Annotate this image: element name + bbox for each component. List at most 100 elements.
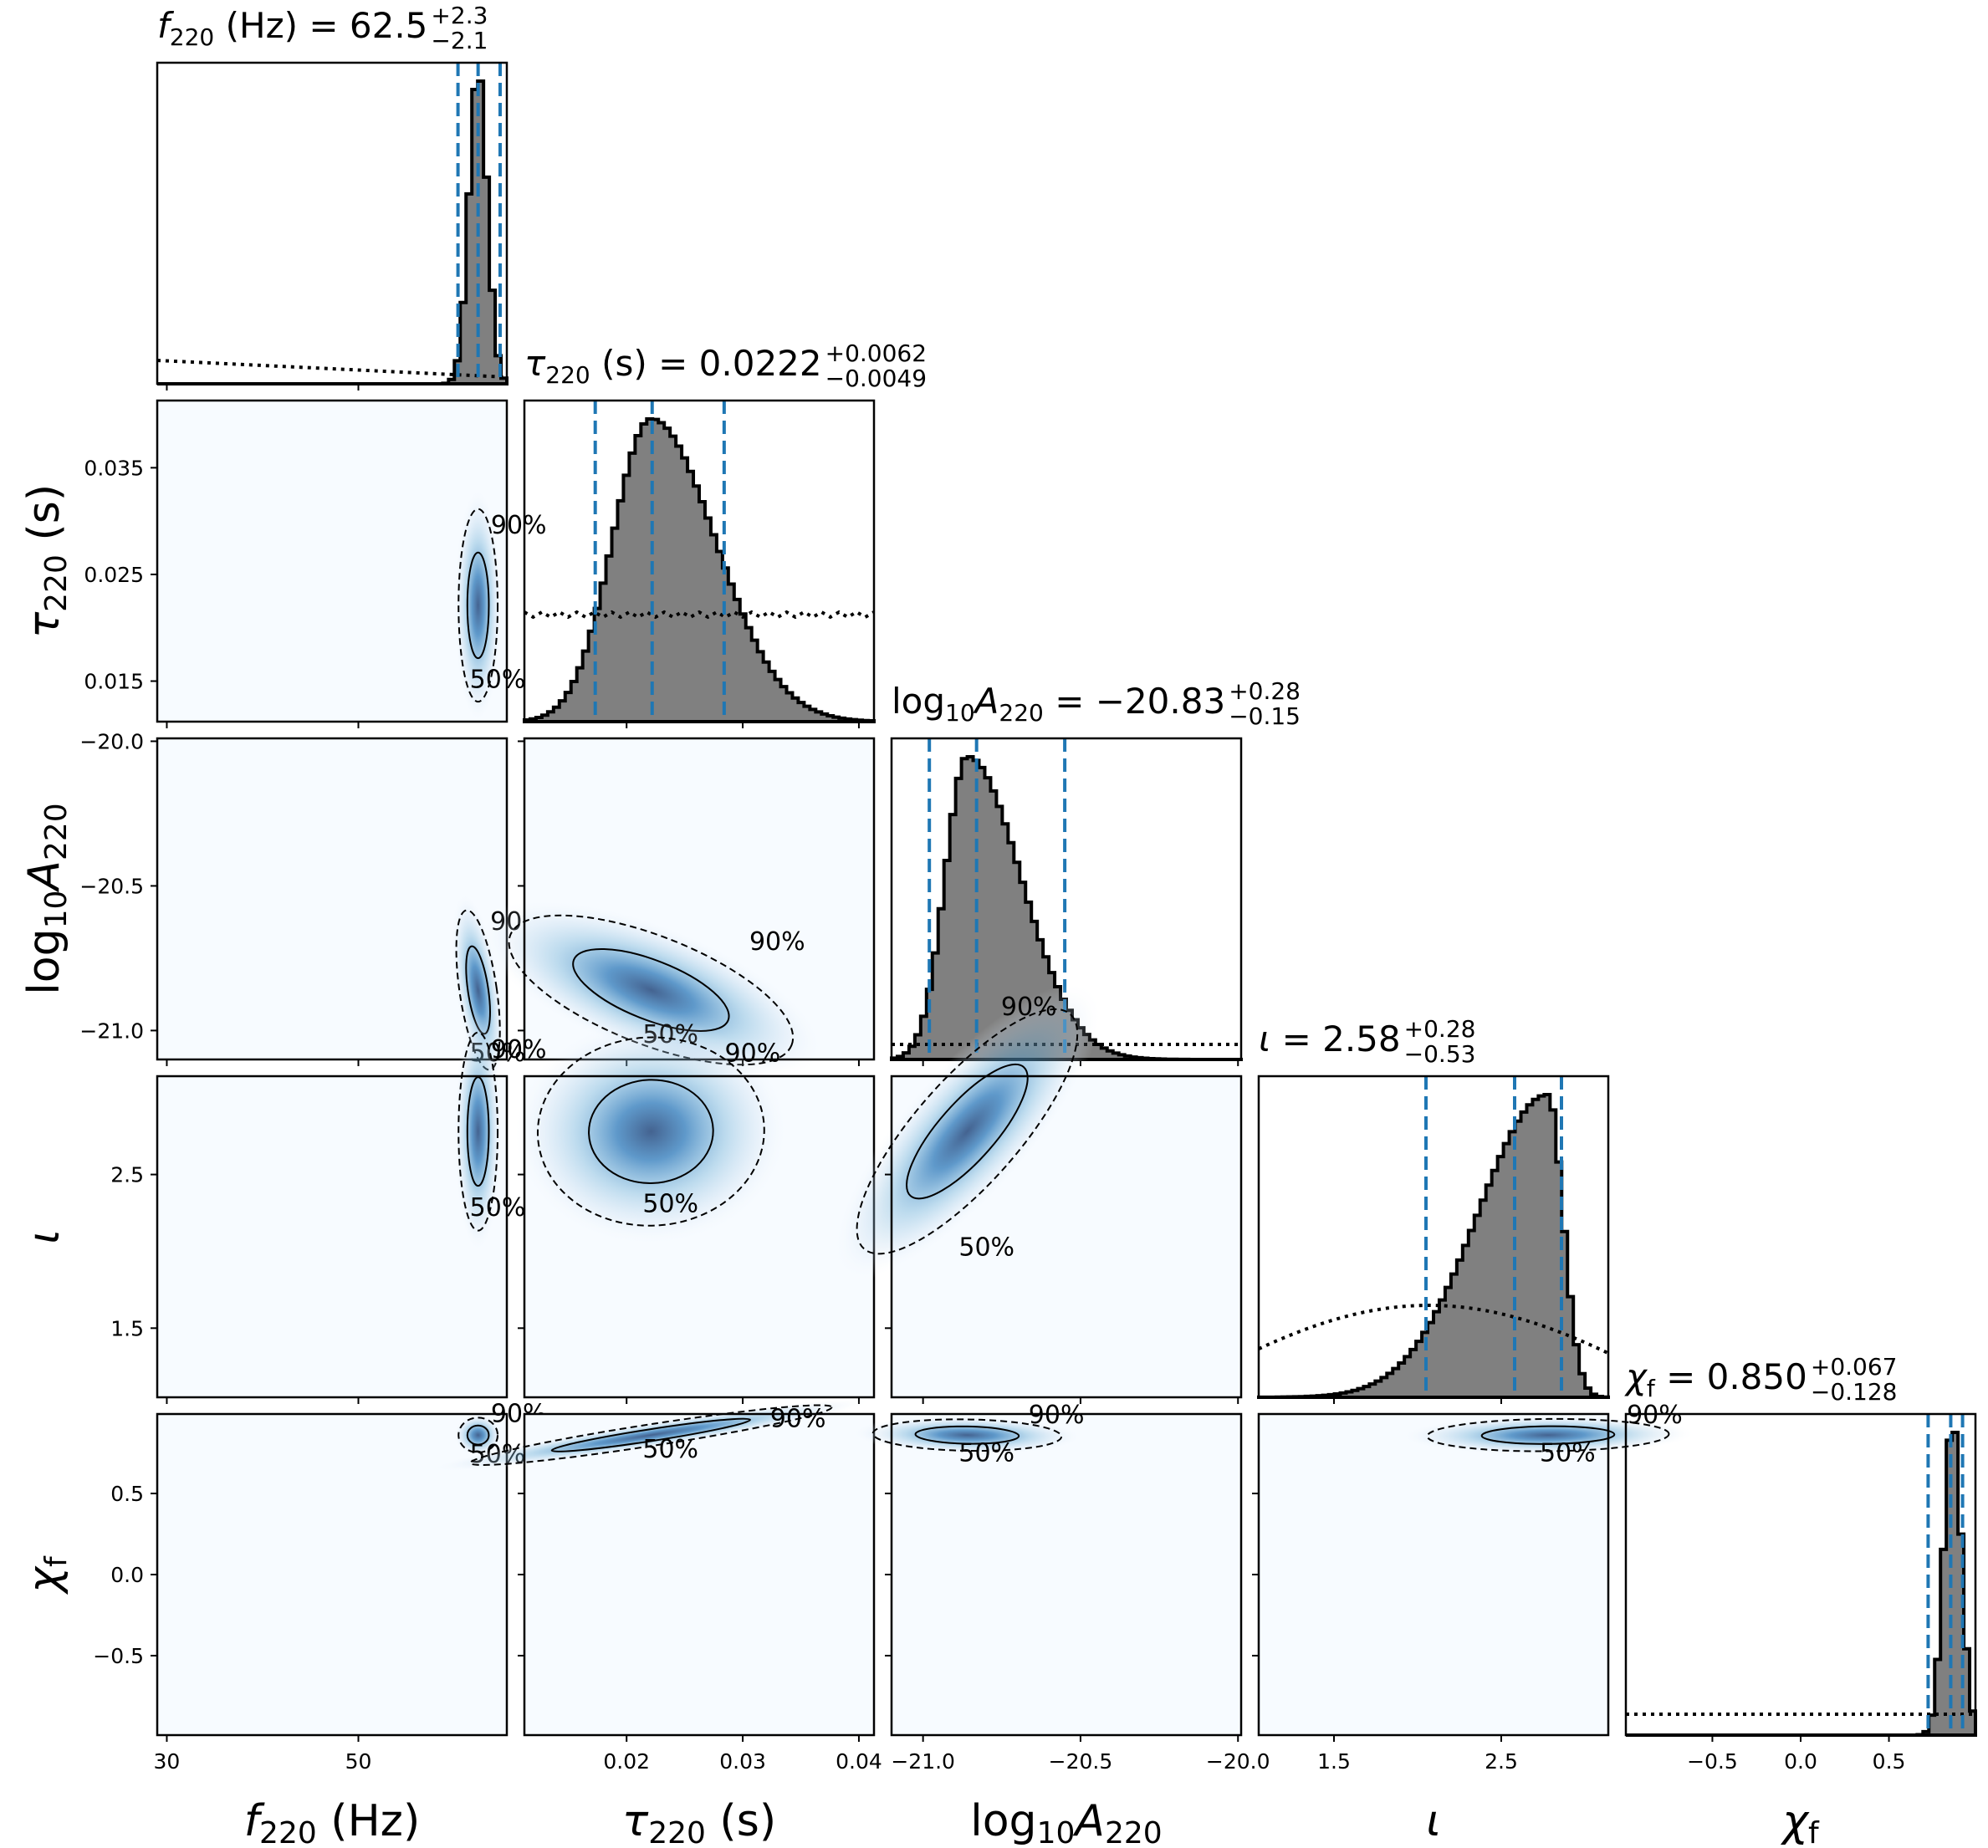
- contour-label-90: 90%: [770, 1405, 826, 1434]
- title-iota: ι = 2.58: [1259, 1018, 1401, 1059]
- contour-90: [469, 1404, 833, 1466]
- x-axis-label-f220: f220 (Hz): [244, 1796, 421, 1848]
- prior-curve-iota: [1258, 1304, 1609, 1355]
- density-fill: [514, 1017, 789, 1246]
- x-tick-label: 0.04: [836, 1749, 882, 1774]
- posterior-histogram-iota: [1257, 1093, 1610, 1399]
- y-tick-label: 1.5: [110, 1316, 144, 1340]
- contour-label-90: 90%: [491, 511, 547, 540]
- y-tick-label: 0.015: [84, 670, 144, 694]
- contour-90: [1426, 1417, 1670, 1452]
- x-tick-label: 0.02: [603, 1749, 650, 1774]
- panel-frame: [156, 1075, 508, 1399]
- y-tick-label: −20.0: [79, 729, 144, 753]
- title-minus-tau220: −0.0049: [825, 365, 927, 392]
- density-background: [524, 1414, 874, 1735]
- density-fill: [1402, 1415, 1694, 1455]
- contour-label-50: 50%: [958, 1438, 1014, 1468]
- y-axis-label-iota: ι: [19, 1229, 69, 1244]
- contour-label-90: 90%: [725, 1039, 781, 1068]
- contour-label-50: 50%: [642, 1190, 698, 1219]
- contour-90: [871, 1418, 1063, 1452]
- contour-label-90: 90%: [749, 927, 805, 957]
- panel-tau220-f220: 90% 50% 0.015 0.025 0.035: [84, 399, 547, 728]
- contour-50: [466, 1424, 490, 1446]
- density-fill: [454, 1011, 502, 1252]
- panel-logA220-f220: 90%50%−21.0−20.5−20.0: [79, 729, 546, 1087]
- density-fill: [853, 1416, 1081, 1455]
- x-axis-label-chif: χf​: [1780, 1796, 1820, 1848]
- y-tick-label: 2.5: [110, 1163, 144, 1187]
- contour-label-50: 50%: [642, 1435, 698, 1464]
- contour-90: [457, 1031, 499, 1232]
- panel-chif-tau220: 90% 50% 0.02 0.03 0.04: [432, 1398, 882, 1774]
- title-minus-chif: −0.128: [1811, 1378, 1898, 1406]
- y-tick-label: −20.5: [79, 874, 144, 898]
- density-blob: [479, 900, 823, 1080]
- title-logA220: log10A220​ = −20.83: [892, 681, 1225, 727]
- title-minus-iota: −0.53: [1404, 1040, 1476, 1068]
- panel-chif-chif: −0.5 0.0 0.5: [1624, 1412, 1977, 1774]
- density-blob: [1402, 1415, 1694, 1455]
- contour-label-90: 90%: [491, 1035, 547, 1064]
- contour-90: [457, 508, 499, 703]
- density-blob: [833, 983, 1101, 1279]
- panel-frame: [1624, 1412, 1977, 1737]
- density-background: [157, 1076, 507, 1397]
- y-tick-label: 0.0: [110, 1563, 144, 1587]
- panel-f220-f220: [156, 61, 508, 391]
- title-plus-logA220: +0.28: [1229, 677, 1301, 705]
- density-background: [1259, 1414, 1608, 1735]
- x-tick-label: 0.03: [719, 1749, 766, 1774]
- density-blob: [432, 1398, 870, 1472]
- y-tick-label: 0.5: [110, 1482, 144, 1506]
- y-axis-label-logA220: log10A220​: [19, 803, 74, 994]
- x-tick-label: −21.0: [891, 1749, 955, 1774]
- density-background: [892, 1414, 1241, 1735]
- contour-50: [1480, 1425, 1616, 1445]
- density-fill: [454, 1414, 502, 1457]
- density-blob: [454, 488, 502, 722]
- x-axis-label-tau220: τ220 (s): [622, 1796, 776, 1848]
- contour-90: [508, 914, 795, 1066]
- density-background: [157, 401, 507, 722]
- contour-label-50: 50%: [470, 665, 526, 694]
- panel-frame: [156, 737, 508, 1061]
- x-tick-label: 0.0: [1784, 1749, 1817, 1774]
- posterior-histogram-f220: [157, 79, 508, 385]
- density-blob: [454, 1011, 502, 1252]
- contour-50: [906, 1063, 1029, 1200]
- title-plus-tau220: +0.0062: [825, 339, 927, 367]
- density-fill: [833, 983, 1101, 1279]
- contour-90: [457, 1417, 499, 1454]
- title-minus-logA220: −0.15: [1229, 702, 1301, 730]
- contour-label-90: 90%: [1001, 993, 1057, 1022]
- panel-iota-tau220: 90% 50%: [514, 1017, 876, 1404]
- density-blob: [514, 1017, 789, 1246]
- panel-frame: [890, 1075, 1243, 1399]
- title-plus-iota: +0.28: [1404, 1015, 1476, 1043]
- title-plus-chif: +0.067: [1811, 1353, 1898, 1381]
- y-tick-label: −21.0: [79, 1018, 144, 1043]
- density-background: [157, 738, 507, 1059]
- density-fill: [479, 900, 823, 1080]
- panel-frame: [523, 399, 876, 723]
- title-tau220: τ220 (s) = 0.0222: [524, 343, 822, 389]
- x-axis-label-iota: ι: [1426, 1796, 1441, 1846]
- panel-iota-logA220: 90% 50%: [833, 983, 1243, 1404]
- panel-iota-f220: 90% 50% 1.5 2.5: [110, 1011, 547, 1404]
- title-f220: f220 (Hz) = 62.5: [157, 5, 427, 51]
- y-tick-label: −0.5: [93, 1644, 144, 1668]
- contour-label-90: 90%: [1029, 1401, 1085, 1430]
- contour-90: [536, 1036, 765, 1227]
- y-axis-label-tau220: τ220 (s): [19, 484, 74, 638]
- x-tick-label: −0.5: [1687, 1749, 1738, 1774]
- x-tick-label: 2.5: [1485, 1749, 1518, 1774]
- contour-50: [588, 1079, 714, 1184]
- panel-chif-iota: 90% 50% 1.5 2.5: [1252, 1401, 1694, 1774]
- posterior-histogram-tau220: [523, 417, 876, 723]
- prior-curve-tau220: [524, 610, 875, 620]
- x-tick-label: −20.0: [1206, 1749, 1270, 1774]
- posterior-histogram-chif: [1626, 1431, 1977, 1737]
- density-blob: [454, 1414, 502, 1457]
